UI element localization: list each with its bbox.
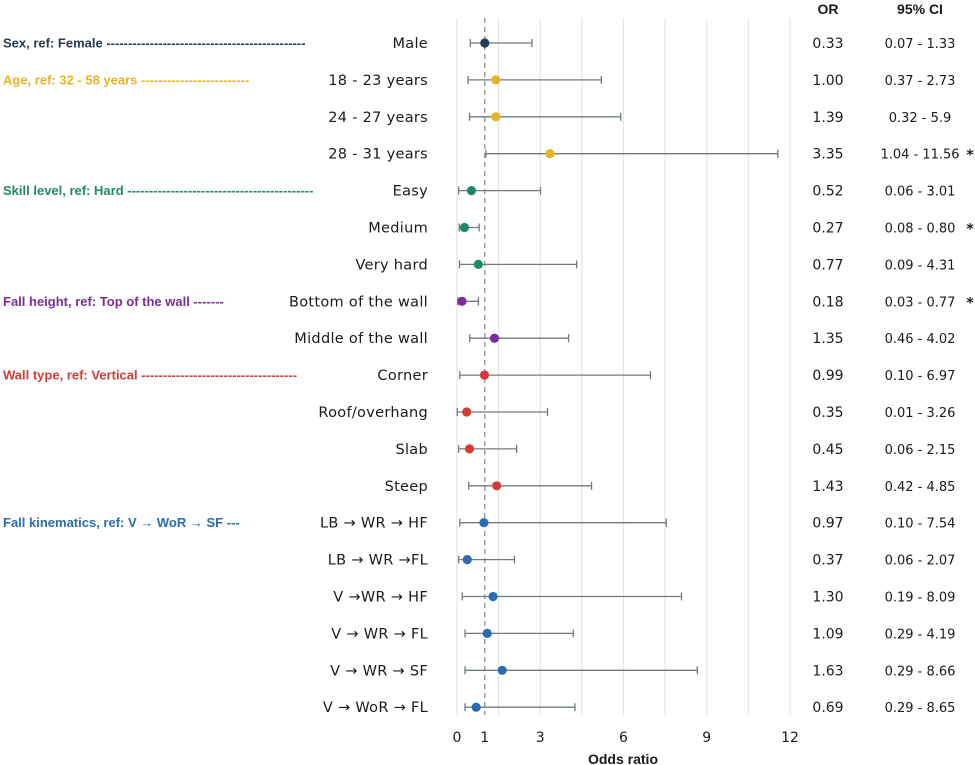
ci-value: 0.09 - 4.31 bbox=[885, 258, 956, 273]
row-label: Bottom of the wall bbox=[289, 294, 428, 310]
or-column-header: OR bbox=[818, 1, 839, 17]
point-estimate bbox=[491, 112, 501, 122]
or-value: 0.99 bbox=[812, 368, 843, 384]
or-value: 1.09 bbox=[812, 626, 843, 642]
point-estimate bbox=[457, 296, 467, 306]
point-estimate bbox=[492, 481, 502, 491]
or-value: 0.52 bbox=[812, 184, 843, 200]
point-estimate bbox=[480, 38, 490, 48]
forest-rows: Sex, ref: Female -----------------------… bbox=[3, 36, 974, 717]
row-label: V → WR → FL bbox=[331, 626, 428, 642]
row-label: Slab bbox=[395, 442, 428, 458]
or-value: 0.37 bbox=[812, 553, 843, 569]
group-label: Fall height, ref: Top of the wall ------… bbox=[3, 294, 224, 309]
ci-value: 0.19 - 8.09 bbox=[885, 591, 956, 606]
or-value: 1.39 bbox=[812, 110, 843, 126]
column-headers: OR 95% CI bbox=[818, 1, 943, 17]
row-label: Medium bbox=[368, 221, 428, 237]
row-label: V → WR → SF bbox=[330, 663, 428, 679]
significance-star: * bbox=[966, 148, 974, 164]
row-label: V →WR → HF bbox=[333, 590, 428, 606]
point-estimate bbox=[464, 444, 475, 454]
group-label: Sex, ref: Female -----------------------… bbox=[3, 36, 305, 51]
row-label: Easy bbox=[393, 184, 429, 200]
point-estimate bbox=[482, 628, 492, 639]
or-value: 1.00 bbox=[812, 73, 843, 89]
or-value: 3.35 bbox=[812, 147, 843, 163]
significance-star: * bbox=[966, 222, 974, 238]
point-estimate bbox=[491, 75, 501, 85]
ci-value: 0.06 - 2.15 bbox=[885, 443, 956, 458]
x-tick-label: 9 bbox=[702, 730, 711, 746]
point-estimate bbox=[473, 259, 483, 269]
row-label: Very hard bbox=[355, 257, 428, 273]
point-estimate bbox=[459, 222, 470, 233]
ci-value: 0.29 - 8.66 bbox=[885, 664, 956, 679]
ci-value: 0.46 - 4.02 bbox=[885, 332, 956, 347]
x-axis: 0 1 3 6 9 12 bbox=[453, 730, 799, 746]
ci-value: 0.29 - 8.65 bbox=[885, 701, 956, 716]
point-estimate bbox=[462, 555, 472, 565]
x-axis-label: Odds ratio bbox=[588, 751, 658, 765]
or-value: 0.33 bbox=[812, 36, 843, 52]
point-estimate bbox=[497, 665, 507, 675]
group-label: Skill level, ref: Hard -----------------… bbox=[3, 183, 313, 198]
ci-value: 1.04 - 11.56 bbox=[880, 148, 959, 163]
point-estimate bbox=[479, 370, 490, 380]
group-label: Wall type, ref: Vertical ---------------… bbox=[3, 368, 297, 383]
group-label: Age, ref: 32 - 58 years ----------------… bbox=[3, 72, 249, 87]
row-label: 24 - 27 years bbox=[328, 110, 428, 126]
or-value: 0.35 bbox=[812, 405, 843, 421]
row-label: Middle of the wall bbox=[294, 331, 428, 347]
ci-column-header: 95% CI bbox=[897, 1, 943, 17]
vertical-gridlines bbox=[456, 18, 791, 715]
ci-value: 0.01 - 3.26 bbox=[885, 406, 956, 421]
row-label: LB → WR →FL bbox=[328, 553, 428, 569]
ci-value: 0.06 - 3.01 bbox=[885, 185, 956, 200]
point-estimate bbox=[479, 518, 489, 528]
row-label: LB → WR → HF bbox=[320, 516, 428, 532]
point-estimate bbox=[489, 333, 500, 343]
ci-value: 0.10 - 7.54 bbox=[885, 517, 956, 532]
row-label: Corner bbox=[377, 368, 428, 384]
group-label: Fall kinematics, ref: V → WoR → SF --- bbox=[3, 515, 240, 530]
ci-value: 0.07 - 1.33 bbox=[885, 37, 956, 52]
ci-value: 0.06 - 2.07 bbox=[885, 554, 956, 569]
row-label: 18 - 23 years bbox=[328, 73, 428, 89]
x-tick-label: 1 bbox=[480, 730, 489, 746]
row-label: Steep bbox=[385, 479, 428, 495]
x-tick-label: 12 bbox=[781, 730, 799, 746]
or-value: 0.18 bbox=[812, 294, 843, 310]
point-estimate bbox=[488, 591, 498, 602]
ci-value: 0.10 - 6.97 bbox=[885, 369, 956, 384]
x-tick-label: 3 bbox=[536, 730, 545, 746]
or-value: 1.35 bbox=[812, 331, 843, 347]
ci-value: 0.08 - 0.80 bbox=[885, 222, 956, 237]
or-value: 0.45 bbox=[812, 442, 843, 458]
point-estimate bbox=[466, 186, 477, 196]
or-value: 0.97 bbox=[812, 516, 843, 532]
row-label: 28 - 31 years bbox=[328, 147, 428, 163]
ci-value: 0.42 - 4.85 bbox=[885, 480, 956, 495]
or-value: 1.43 bbox=[812, 479, 843, 495]
or-value: 0.77 bbox=[812, 257, 843, 273]
x-tick-label: 0 bbox=[453, 730, 462, 746]
row-label: Male bbox=[392, 36, 428, 52]
point-estimate bbox=[462, 407, 472, 417]
or-value: 1.30 bbox=[812, 590, 843, 606]
or-value: 0.27 bbox=[812, 221, 843, 237]
x-tick-label: 6 bbox=[619, 730, 628, 746]
ci-value: 0.29 - 4.19 bbox=[885, 627, 956, 642]
significance-star: * bbox=[966, 295, 974, 311]
ci-value: 0.32 - 5.9 bbox=[889, 111, 952, 126]
row-label: Roof/overhang bbox=[318, 405, 428, 421]
point-estimate bbox=[471, 702, 481, 712]
or-value: 0.69 bbox=[812, 700, 843, 716]
or-value: 1.63 bbox=[812, 663, 843, 679]
row-label: V → WoR → FL bbox=[323, 700, 428, 716]
point-estimate bbox=[545, 149, 555, 159]
ci-value: 0.37 - 2.73 bbox=[885, 74, 956, 89]
ci-value: 0.03 - 0.77 bbox=[885, 295, 956, 310]
